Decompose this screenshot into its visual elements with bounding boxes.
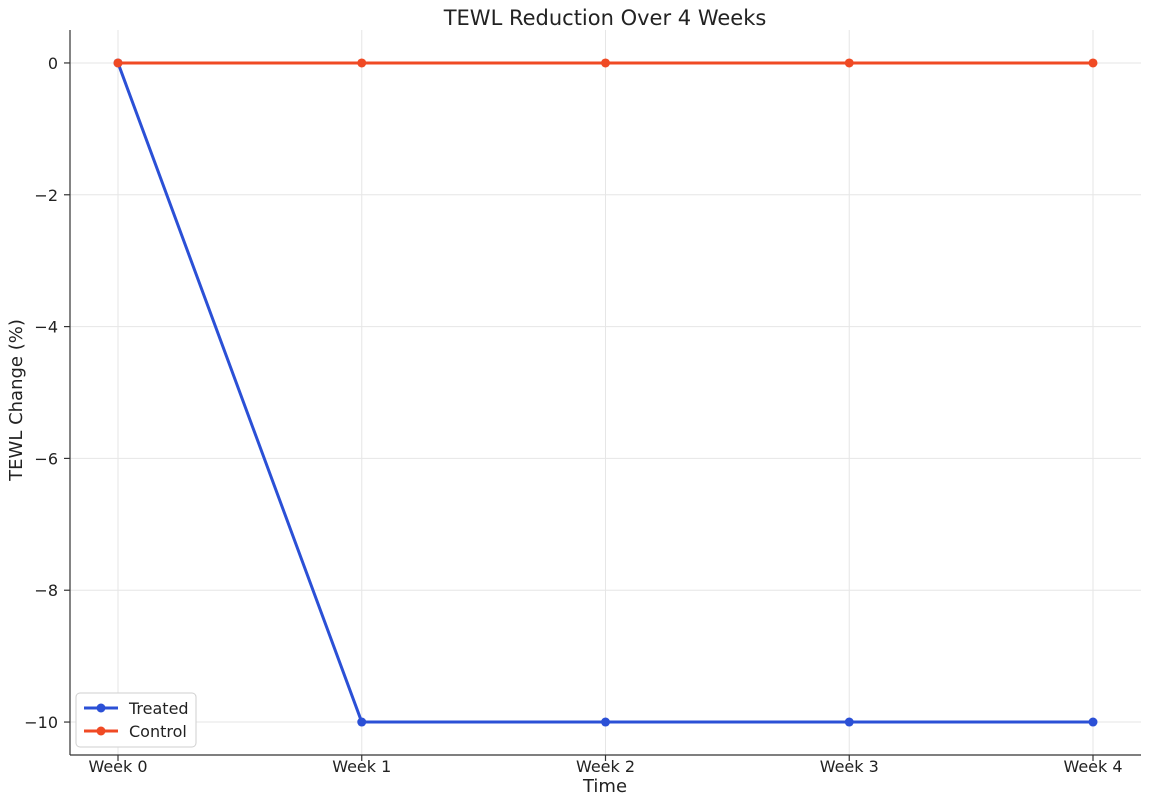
series-control [113,58,1098,68]
x-tick-label: Week 0 [88,757,147,776]
data-point [357,58,367,68]
y-axis-title: TEWL Change (%) [6,319,27,482]
legend: Treated Control [75,692,197,748]
y-tick-label: −2 [34,186,58,205]
y-tick-label: −10 [24,713,58,732]
legend-marker [96,703,106,713]
data-point [844,58,854,68]
chart-title: TEWL Reduction Over 4 Weeks [443,6,767,30]
data-point [601,717,610,727]
legend-label: Treated [128,699,189,718]
x-tick-label: Week 4 [1063,757,1122,776]
series [113,58,1098,727]
x-tick-label: Week 1 [332,757,391,776]
data-point [1088,58,1098,68]
y-tick-label: −8 [34,581,58,600]
ticks: 0 −2 −4 −6 −8 −10 Week 0 Week 1 Week 2 Week 3 Week… [24,54,1122,776]
y-tick-label: −4 [34,318,58,337]
x-tick-label: Week 3 [820,757,879,776]
data-point [357,717,367,727]
data-point [1088,717,1098,727]
legend-item: Treated [84,699,189,718]
grid [70,30,1141,755]
x-tick-label: Week 2 [576,757,635,776]
data-point [113,58,123,68]
data-point [601,58,610,68]
data-point [844,717,854,727]
legend-marker [96,726,106,736]
x-axis-title: Time [582,776,627,797]
legend-label: Control [129,722,187,741]
legend-item: Control [84,722,187,741]
y-tick-label: −6 [34,449,58,468]
y-tick-label: 0 [48,54,58,73]
